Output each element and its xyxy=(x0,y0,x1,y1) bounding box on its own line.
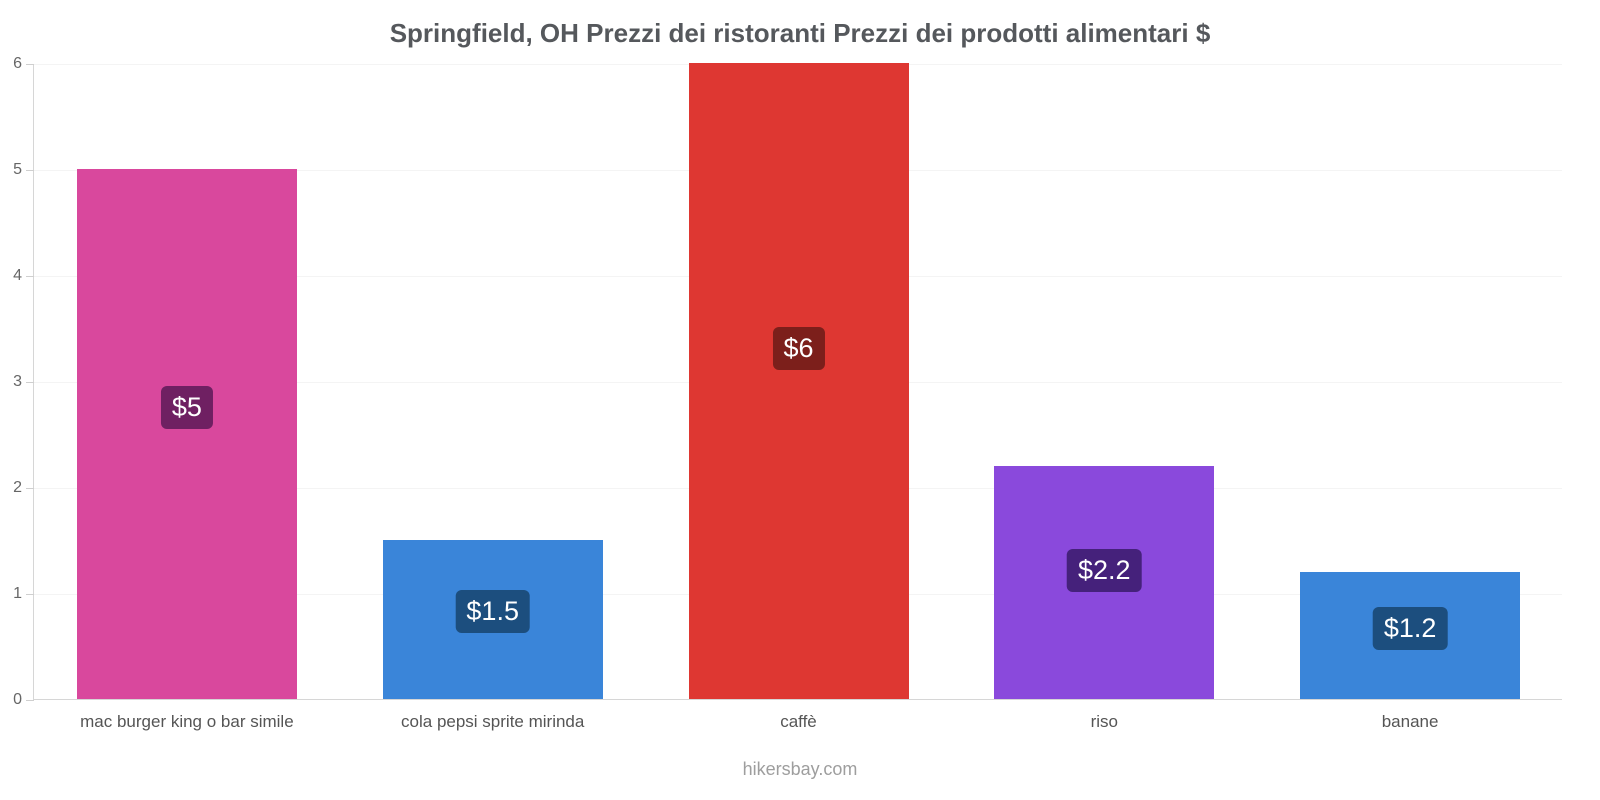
bar[interactable]: $1.2 xyxy=(1300,571,1521,699)
y-tick-label: 0 xyxy=(13,691,22,708)
category-label: caffè xyxy=(780,712,817,731)
y-tick-label: 3 xyxy=(13,373,22,390)
category-label: banane xyxy=(1381,712,1439,731)
watermark-link[interactable]: hikersbay.com xyxy=(742,759,858,779)
y-tick-label: 2 xyxy=(13,479,22,496)
value-label: $2.2 xyxy=(1067,548,1142,592)
value-label: $1.5 xyxy=(455,589,530,633)
y-tick-label: 5 xyxy=(13,161,22,178)
y-tick-label: 4 xyxy=(13,267,22,284)
y-tick-mark xyxy=(26,594,34,595)
y-tick-mark xyxy=(26,170,34,171)
category-label: mac burger king o bar simile xyxy=(80,712,294,731)
bar[interactable]: $6 xyxy=(688,63,909,699)
category-label: riso xyxy=(1090,712,1118,731)
value-label: $1.2 xyxy=(1372,607,1448,651)
chart-title: Springfield, OH Prezzi dei ristoranti Pr… xyxy=(389,18,1211,48)
y-tick-mark xyxy=(26,382,34,383)
plot-area: 0 1 2 3 4 5 6 $5 mac burger king o bar simile $1.… xyxy=(13,56,1562,731)
category-label: cola pepsi sprite mirinda xyxy=(401,712,585,731)
bar[interactable]: $1.5 xyxy=(382,540,603,699)
bar[interactable]: $5 xyxy=(76,169,297,699)
value-label: $5 xyxy=(160,385,213,429)
y-tick-label: 1 xyxy=(13,585,22,602)
y-tick-mark xyxy=(26,64,34,65)
y-tick-mark xyxy=(26,488,34,489)
y-tick-mark xyxy=(26,276,34,277)
value-label: $6 xyxy=(772,327,825,371)
y-tick-label: 6 xyxy=(13,55,22,72)
y-tick-mark xyxy=(26,700,34,701)
bar[interactable]: $2.2 xyxy=(994,465,1215,699)
